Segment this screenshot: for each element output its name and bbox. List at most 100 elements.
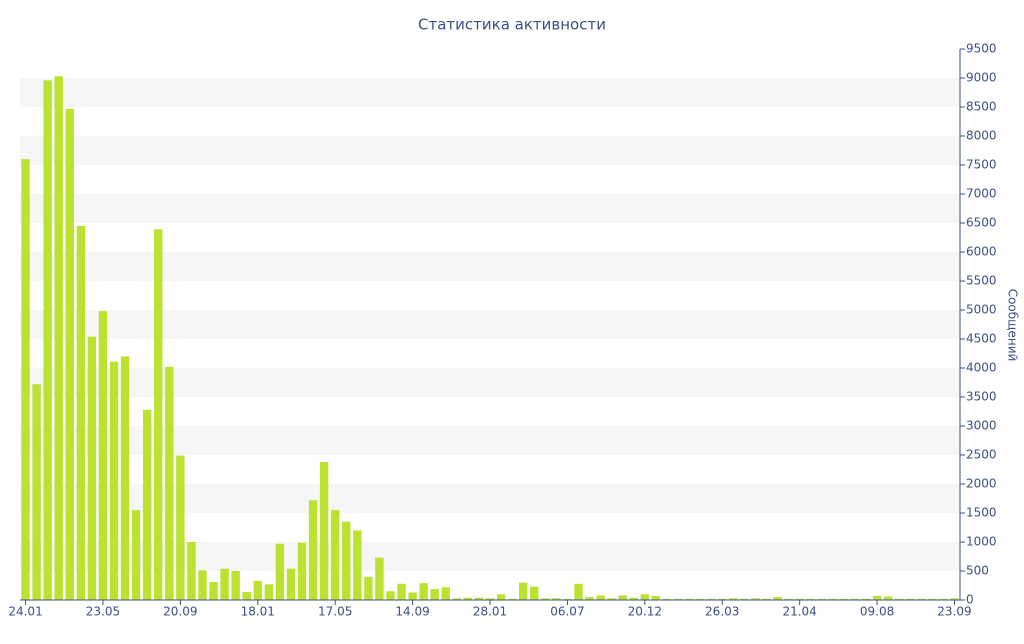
grid-band (20, 368, 960, 397)
grid-band (20, 252, 960, 281)
grid-band (20, 194, 960, 223)
bar (828, 598, 838, 600)
bar (773, 597, 782, 600)
y-tick-label: 4500 (966, 332, 997, 346)
chart-title: Статистика активности (418, 16, 606, 34)
bar (364, 576, 373, 600)
bar (729, 598, 738, 600)
x-tick-label: 09.08 (860, 605, 894, 619)
bar (751, 598, 760, 600)
y-tick-label: 4000 (966, 361, 997, 375)
bar (165, 366, 174, 600)
bar (928, 598, 937, 600)
bar (762, 598, 771, 600)
bar (54, 76, 63, 600)
x-tick-label: 20.12 (628, 605, 662, 619)
y-tick-label: 7000 (966, 187, 997, 201)
bar (872, 595, 882, 600)
y-tick-label: 5500 (966, 274, 997, 288)
bar (883, 596, 893, 600)
bar (861, 598, 871, 600)
bar (695, 598, 705, 600)
bar (154, 229, 163, 600)
x-tick-label: 17.05 (318, 605, 352, 619)
bar (231, 571, 240, 600)
bar (264, 584, 274, 600)
bar (839, 598, 849, 600)
bar (518, 582, 528, 600)
x-tick-label: 18.01 (241, 605, 275, 619)
bar (618, 595, 627, 600)
bar (65, 108, 74, 601)
bar (474, 597, 484, 600)
bar (718, 598, 727, 600)
bar (629, 597, 638, 600)
bar (640, 594, 650, 600)
bar (375, 557, 384, 600)
bar (98, 311, 108, 600)
bar (43, 80, 52, 600)
grid-band (20, 426, 960, 455)
y-tick-label: 0 (966, 593, 974, 607)
y-tick-label: 2000 (966, 477, 997, 491)
x-tick-label: 23.09 (937, 605, 971, 619)
bar (220, 568, 229, 600)
bar (706, 598, 716, 600)
bar (441, 587, 450, 600)
bar (253, 580, 262, 600)
bar (386, 591, 395, 600)
bar (651, 595, 661, 600)
y-tick-label: 500 (966, 564, 989, 578)
y-tick-label: 5000 (966, 303, 997, 317)
bar (917, 598, 926, 600)
bar (552, 598, 561, 600)
bar (530, 586, 539, 600)
bar (308, 500, 318, 600)
bar (32, 384, 41, 600)
x-tick-label: 28.01 (473, 605, 507, 619)
bar (507, 598, 517, 600)
bar (76, 225, 86, 600)
bar (673, 598, 683, 600)
bar (330, 510, 340, 600)
bar (187, 542, 196, 600)
bar (209, 582, 218, 600)
y-tick-label: 6500 (966, 216, 997, 230)
bar (784, 598, 793, 600)
y-tick-label: 2500 (966, 448, 997, 462)
bar (607, 598, 616, 600)
bar (684, 598, 694, 600)
bar (297, 542, 307, 600)
bar (120, 356, 130, 600)
bar (286, 568, 296, 600)
y-tick-label: 7500 (966, 158, 997, 172)
bar (198, 570, 207, 600)
x-tick-label: 06.07 (550, 605, 584, 619)
bar (242, 591, 251, 600)
y-tick-label: 8500 (966, 100, 997, 114)
x-tick-label: 21.04 (782, 605, 816, 619)
bar (87, 336, 97, 600)
bar (906, 598, 915, 600)
y-tick-label: 8000 (966, 129, 997, 143)
bar (496, 594, 506, 600)
bar (563, 598, 572, 600)
bar (585, 597, 594, 600)
x-tick-label: 26.03 (705, 605, 739, 619)
bar (430, 588, 439, 600)
bar (408, 592, 417, 600)
y-tick-label: 9500 (966, 42, 997, 56)
bar (485, 598, 495, 600)
y-tick-label: 1500 (966, 506, 997, 520)
x-tick-label: 24.01 (8, 605, 42, 619)
bar (574, 583, 583, 600)
x-tick-label: 23.05 (86, 605, 120, 619)
bar (342, 521, 351, 600)
bar (275, 543, 285, 600)
bar (806, 598, 815, 600)
bar (950, 598, 959, 600)
bar (142, 409, 152, 600)
bar (740, 598, 749, 600)
bar (939, 598, 948, 600)
